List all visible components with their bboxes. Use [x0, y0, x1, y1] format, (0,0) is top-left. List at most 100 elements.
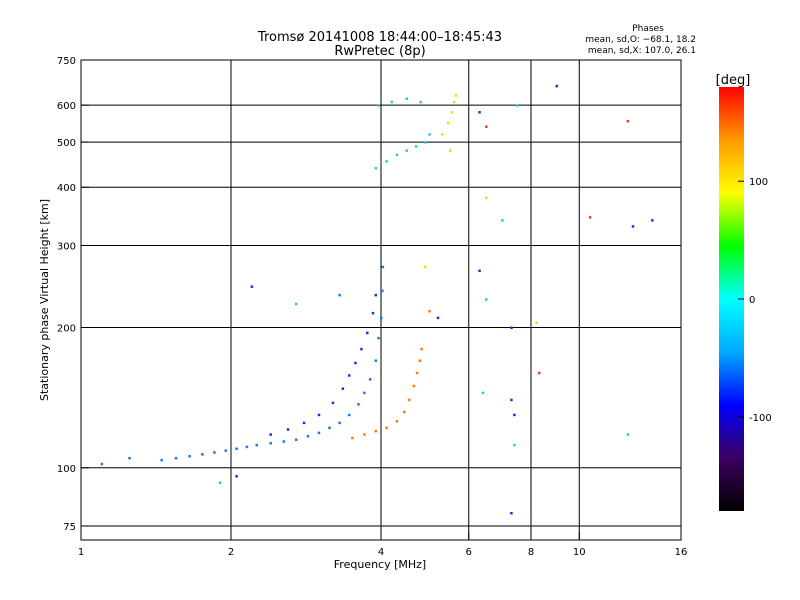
colorbar-tick-label: 0	[749, 295, 755, 306]
scatter-point	[423, 265, 427, 269]
scatter-point	[128, 456, 131, 460]
stats-line-o: mean, sd,O: −68.1, 18.2	[585, 35, 696, 45]
trace-point	[302, 421, 306, 425]
trace-point	[360, 347, 363, 351]
trace-point	[440, 133, 444, 136]
trace-point	[395, 153, 399, 157]
trace-point	[380, 316, 383, 320]
stats-line-x: mean, sd,X: 107.0, 26.1	[588, 46, 696, 56]
trace-point	[282, 440, 286, 443]
trace-point	[174, 456, 178, 460]
trace-point	[306, 435, 310, 438]
trace-point	[347, 413, 351, 417]
trace-point	[331, 401, 335, 405]
scatter-point	[481, 391, 485, 395]
y-tick-label: 75	[63, 522, 76, 533]
y-tick-label: 100	[57, 464, 76, 475]
x-tick-label: 2	[228, 547, 234, 558]
y-tick-label: 500	[57, 138, 76, 149]
trace-point	[317, 413, 321, 417]
trace-point	[403, 410, 406, 414]
scatter-point	[338, 293, 341, 297]
trace-point	[381, 265, 385, 269]
scatter-point	[436, 316, 440, 320]
scatter-point	[626, 119, 630, 123]
chart-subtitle: RwPretec (8p)	[334, 44, 425, 59]
trace-point	[418, 359, 422, 362]
trace-point	[381, 289, 384, 293]
y-tick-label: 600	[57, 101, 76, 112]
colorbar-label: [deg]	[716, 73, 751, 88]
chart-title: Tromsø 20141008 18:44:00–18:45:43	[257, 30, 502, 45]
scatter-point	[651, 219, 654, 222]
trace-point	[454, 94, 458, 97]
y-tick-label: 400	[57, 183, 76, 194]
scatter-point	[537, 371, 541, 375]
trace-point	[450, 111, 454, 114]
scatter-point	[100, 462, 104, 466]
y-tick-label: 750	[57, 56, 76, 67]
trace-point	[385, 160, 388, 163]
trace-point	[357, 403, 360, 406]
trace-point	[317, 431, 321, 435]
scatter-point	[478, 111, 481, 114]
trace-point	[328, 426, 331, 430]
trace-point	[160, 458, 163, 462]
scatter-point	[535, 321, 538, 325]
scatter-point	[510, 398, 513, 402]
scatter-point	[626, 433, 630, 436]
trace-point	[414, 145, 418, 148]
trace-point	[407, 398, 411, 402]
x-tick-label: 1	[78, 547, 84, 558]
y-tick-label: 200	[57, 324, 76, 335]
stats-header: Phases	[632, 24, 664, 34]
trace-point	[419, 100, 422, 104]
scatter-point	[513, 443, 516, 447]
scatter-point	[250, 285, 254, 288]
trace-point	[368, 378, 372, 381]
trace-point	[374, 359, 378, 362]
scatter-point	[478, 269, 481, 273]
trace-point	[354, 361, 357, 365]
trace-point	[371, 311, 375, 315]
scatter-point	[510, 326, 513, 330]
trace-point	[415, 371, 419, 375]
x-tick-label: 4	[378, 547, 384, 558]
trace-point	[338, 421, 341, 425]
trace-point	[377, 104, 380, 107]
trace-point	[446, 121, 450, 125]
x-tick-label: 10	[573, 547, 586, 558]
trace-point	[294, 438, 298, 442]
scatter-point	[485, 125, 488, 128]
trace-point	[374, 429, 378, 433]
trace-point	[452, 100, 456, 104]
trace-point	[385, 426, 388, 430]
trace-point	[188, 455, 191, 458]
trace-point	[201, 453, 204, 456]
grid	[81, 60, 681, 540]
trace-point	[420, 347, 423, 351]
scatter-point	[485, 298, 488, 301]
trace-point	[286, 428, 290, 431]
y-axis-ticks: 75 100 200 300 400 500 600 750	[57, 56, 89, 533]
trace-point	[363, 433, 366, 436]
trace-point	[428, 133, 431, 136]
scatter-point	[510, 511, 513, 515]
trace-point	[224, 449, 228, 452]
trace-point	[351, 436, 354, 440]
trace-point	[269, 433, 272, 436]
trace-point	[448, 149, 452, 152]
trace-point	[269, 442, 272, 445]
x-tick-label: 16	[675, 547, 688, 558]
trace-point	[366, 331, 369, 335]
scatter-point	[631, 225, 635, 228]
trace-point	[390, 100, 394, 104]
trace-point	[377, 336, 380, 340]
x-axis-ticks: 1 2 4 6 8 10 16	[78, 532, 688, 558]
trace-point	[347, 374, 351, 377]
trace-point	[374, 293, 378, 297]
trace-point	[245, 445, 249, 449]
trace-point	[395, 420, 399, 423]
trace-point	[235, 447, 238, 451]
trace-point	[405, 149, 408, 152]
